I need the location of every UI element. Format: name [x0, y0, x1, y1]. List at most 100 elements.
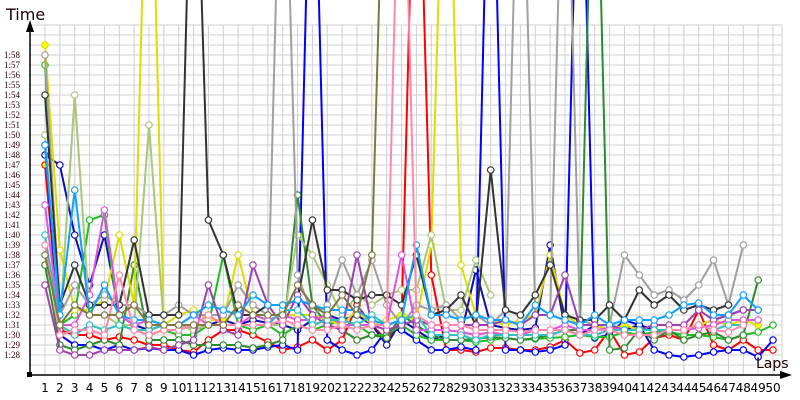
data-point: [561, 271, 569, 279]
data-point: [472, 326, 480, 334]
data-point: [249, 344, 257, 352]
series-group: [41, 0, 777, 361]
data-point: [739, 321, 748, 329]
data-point: [234, 331, 242, 339]
x-tick-label: 33: [513, 381, 528, 395]
data-point: [694, 351, 703, 359]
data-point: [531, 348, 540, 356]
data-point: [457, 306, 465, 314]
data-point: [694, 281, 703, 289]
data-point: [368, 331, 376, 339]
data-point: [85, 351, 94, 359]
data-point: [457, 291, 465, 299]
data-point: [412, 326, 421, 334]
x-tick-label: 19: [305, 381, 320, 395]
data-point: [590, 346, 599, 354]
data-point: [486, 344, 495, 352]
y-tick-label: 1:31: [4, 320, 20, 330]
y-tick-label: 1:34: [4, 290, 21, 300]
data-point: [635, 271, 644, 279]
data-point: [41, 201, 49, 209]
y-tick-label: 1:47: [4, 160, 21, 170]
y-tick-label: 1:50: [4, 130, 21, 140]
data-point: [234, 251, 242, 259]
data-point: [442, 346, 450, 354]
data-point: [605, 301, 614, 309]
x-tick-label: 46: [706, 381, 721, 395]
data-point: [219, 341, 228, 349]
data-point: [576, 321, 584, 329]
y-tick-label: 1:52: [4, 110, 20, 120]
data-point: [576, 331, 584, 339]
x-tick-labels: 1 2 3 4 5 6 7 8 9 10 11 12 13 14 15 16 17 18 19 20 21 22 23 24 2…: [41, 381, 780, 395]
data-point: [368, 321, 376, 329]
data-point: [145, 343, 153, 351]
x-tick-label: 16: [260, 381, 275, 395]
x-tick-label: 21: [335, 381, 350, 395]
x-tick-label: 22: [349, 381, 364, 395]
data-point: [501, 346, 510, 354]
x-tick-label: 27: [424, 381, 439, 395]
data-point: [249, 301, 257, 309]
data-point: [130, 346, 138, 354]
data-point: [115, 271, 124, 279]
data-point: [353, 326, 361, 334]
x-tick-label: 1: [41, 381, 49, 395]
x-tick-label: 9: [160, 381, 168, 395]
data-point: [338, 336, 346, 344]
series-line: [44, 0, 381, 326]
data-point: [516, 311, 525, 319]
data-point: [85, 311, 94, 319]
data-point: [56, 161, 64, 169]
data-point: [620, 344, 629, 352]
data-point: [293, 306, 302, 314]
data-point: [739, 241, 748, 249]
x-tick-label: 10: [171, 381, 186, 395]
data-point: [338, 306, 346, 314]
data-point: [41, 281, 49, 289]
data-point: [724, 301, 733, 309]
data-point: [204, 321, 213, 329]
data-point: [516, 321, 525, 329]
data-point: [323, 311, 332, 319]
data-point: [41, 241, 49, 249]
data-point: [650, 331, 658, 339]
data-point: [531, 326, 540, 334]
x-tick-label: 18: [290, 381, 305, 395]
data-point: [308, 216, 317, 224]
data-point: [516, 328, 525, 336]
data-point: [56, 321, 64, 329]
data-point: [70, 261, 79, 269]
data-point: [472, 256, 480, 264]
data-point: [486, 166, 495, 174]
data-point: [590, 311, 599, 319]
x-tick-label: 48: [736, 381, 751, 395]
data-point: [219, 306, 228, 314]
data-point: [293, 346, 302, 354]
origin-marker: [27, 372, 32, 377]
y-axis-arrow: [26, 20, 34, 32]
y-tick-label: 1:39: [4, 240, 21, 250]
x-tick-label: 31: [483, 381, 498, 395]
data-point: [739, 306, 748, 314]
data-point: [41, 141, 49, 149]
data-point: [665, 311, 673, 319]
data-point: [264, 341, 272, 349]
data-point: [100, 301, 109, 309]
data-point: [650, 316, 658, 324]
data-point: [130, 326, 138, 334]
data-point: [249, 291, 257, 299]
x-tick-label: 3: [71, 381, 79, 395]
y-tick-label: 1:28: [4, 350, 21, 360]
x-tick-label: 15: [245, 381, 260, 395]
data-point: [368, 346, 376, 354]
data-point: [680, 301, 688, 309]
x-tick-label: 6: [115, 381, 123, 395]
x-tick-label: 29: [453, 381, 468, 395]
data-point: [278, 311, 287, 319]
data-point: [605, 346, 614, 354]
data-point: [620, 316, 629, 324]
data-point: [605, 326, 614, 334]
data-point: [293, 231, 302, 239]
data-point: [516, 346, 525, 354]
